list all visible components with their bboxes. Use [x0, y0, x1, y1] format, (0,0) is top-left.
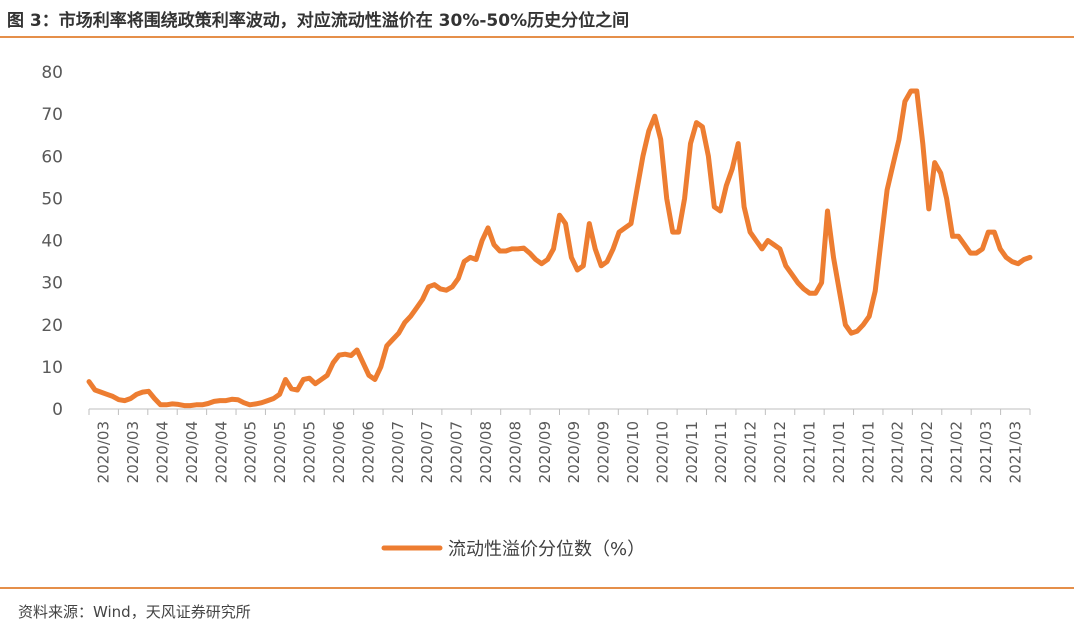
legend-label: 流动性溢价分位数（%） [448, 539, 645, 560]
x-tick-label: 2020/04 [212, 421, 230, 483]
x-axis: 2020/03 2020/03 2020/04 2020/04 2020/04 2020/… [88, 408, 1031, 483]
x-tick-label: 2020/09 [595, 421, 613, 483]
x-tick-label: 2021/02 [947, 421, 965, 483]
y-tick-label: 50 [41, 189, 63, 209]
y-tick-label: 60 [41, 147, 63, 167]
x-tick-label: 2020/04 [154, 421, 172, 483]
x-tick-label: 2020/12 [742, 421, 760, 483]
x-tick-label: 2021/03 [1006, 421, 1024, 483]
x-tick-label: 2020/03 [95, 421, 113, 483]
x-tick-label: 2021/01 [830, 421, 848, 483]
y-tick-label: 30 [41, 274, 63, 294]
x-tick-label: 2020/06 [359, 421, 377, 483]
x-tick-label: 2021/01 [800, 421, 818, 483]
x-tick-label: 2020/09 [536, 421, 554, 483]
y-axis: 0 10 20 30 40 50 60 70 80 [41, 63, 63, 420]
x-tick-label: 2020/10 [624, 421, 642, 483]
source-note: 资料来源：Wind，天风证券研究所 [18, 603, 251, 621]
x-tick-label: 2020/11 [683, 421, 701, 483]
x-tick-label: 2020/10 [653, 421, 671, 483]
x-tick-label: 2020/05 [271, 421, 289, 483]
y-tick-label: 20 [41, 316, 63, 336]
x-tick-label: 2020/07 [418, 421, 436, 483]
bottom-rule [0, 587, 1074, 589]
x-tick-label: 2021/03 [977, 421, 995, 483]
x-tick-label: 2020/07 [448, 421, 466, 483]
series-layer [86, 88, 1033, 409]
x-tick-label: 2021/01 [859, 421, 877, 483]
x-tick-label: 2020/04 [183, 421, 201, 483]
series-line-0 [86, 88, 1033, 409]
x-tick-label: 2020/08 [506, 421, 524, 483]
x-tick-label: 2020/03 [124, 421, 142, 483]
x-tick-label: 2020/09 [565, 421, 583, 483]
x-tick-label: 2020/05 [301, 421, 319, 483]
top-rule [0, 36, 1074, 38]
y-tick-label: 10 [41, 358, 63, 378]
y-tick-label: 80 [41, 63, 63, 83]
x-tick-label: 2020/06 [330, 421, 348, 483]
x-tick-label: 2020/07 [389, 421, 407, 483]
x-tick-label: 2021/02 [918, 421, 936, 483]
x-tick-label: 2020/12 [771, 421, 789, 483]
x-tick-label: 2020/08 [477, 421, 495, 483]
x-tick-label: 2020/11 [712, 421, 730, 483]
y-tick-label: 70 [41, 105, 63, 125]
legend: 流动性溢价分位数（%） [381, 539, 645, 560]
figure-title: 图 3：市场利率将围绕政策利率波动，对应流动性溢价在 30%-50%历史分位之间 [7, 11, 630, 31]
x-tick-label: 2021/02 [889, 421, 907, 483]
x-tick-label: 2020/05 [242, 421, 260, 483]
y-tick-label: 0 [52, 400, 63, 420]
y-tick-label: 40 [41, 232, 63, 252]
